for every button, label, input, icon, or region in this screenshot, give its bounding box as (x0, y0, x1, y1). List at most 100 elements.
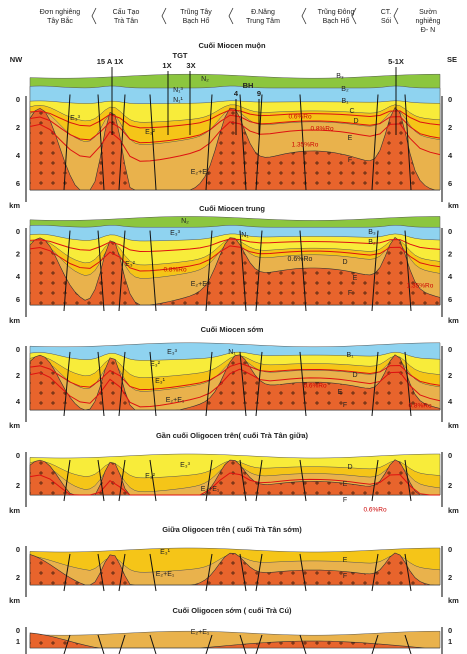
fault (255, 459, 263, 502)
depth-tick-label: 2 (16, 250, 20, 259)
fault (118, 459, 126, 502)
layer-label: E₃³ (167, 349, 178, 356)
fault (149, 94, 157, 191)
fault (299, 634, 307, 654)
depth-unit: km (448, 596, 459, 605)
layer-label: F (343, 402, 347, 409)
layer-label: E (348, 135, 353, 142)
region-label: nghiêng (416, 18, 441, 25)
layer-label: B₂ (368, 239, 376, 246)
ro-label: 1.35%Ro (292, 142, 319, 149)
layer-label: E₃³ (180, 462, 191, 469)
ro-label: 0.6%Ro (363, 507, 387, 514)
ro-label: 0.6%Ro (288, 114, 312, 121)
depth-tick-label: 0 (448, 545, 452, 554)
fault (239, 230, 247, 312)
depth-unit: km (9, 506, 20, 515)
region-label: Bạch Hổ (183, 17, 210, 25)
region-label: Đ.Năng (251, 9, 275, 16)
ro-label: 0.8%Ro (310, 126, 334, 133)
depth-unit: km (9, 316, 20, 325)
layer-label: N₁¹ (173, 97, 183, 104)
fault (97, 351, 105, 417)
depth-unit: km (448, 421, 459, 430)
depth-tick-label: 4 (16, 272, 21, 281)
fault (205, 634, 213, 654)
layer-label: E₂+E₁ (156, 571, 175, 578)
fault (149, 634, 157, 654)
region-label: Sườn (419, 9, 437, 16)
depth-tick-label: 0 (448, 227, 452, 236)
layer-label: B₃ (336, 73, 344, 80)
fault (404, 230, 412, 312)
region-label: Cấu Tạo (113, 7, 140, 16)
ro-label: 0.8%Ro (163, 267, 187, 274)
direction-label: NW (10, 55, 23, 64)
fault (239, 634, 247, 654)
fault (371, 230, 379, 312)
depth-unit: km (9, 596, 20, 605)
depth-tick-label: 2 (448, 371, 452, 380)
ro-line (29, 109, 441, 129)
fault (97, 230, 105, 312)
region-label: Trung Tâm (246, 18, 280, 25)
layer-label: E₂+E₁ (191, 169, 210, 176)
fault (371, 553, 379, 592)
panel-title: Cuối Miocen sớm (201, 325, 264, 334)
fault (149, 351, 157, 417)
layer-label: E₂+E₁ (191, 281, 210, 288)
depth-tick-label: 2 (448, 250, 452, 259)
bracket (301, 7, 307, 25)
depth-tick-label: 6 (448, 179, 452, 188)
layer-label: E₃¹ (160, 549, 171, 556)
fault (149, 553, 157, 592)
panel-title: Cuối Oligocen sớm ( cuối Trà Cú) (172, 606, 292, 615)
region-label: Tây Bắc (47, 16, 73, 25)
depth-tick-label: 2 (16, 573, 20, 582)
layer-label: E (343, 481, 348, 488)
ro-line (29, 472, 440, 496)
depth-unit: km (448, 201, 459, 210)
layer-label: E₃² (145, 129, 156, 136)
bracket (91, 7, 97, 25)
depth-unit: km (448, 506, 459, 515)
fault (149, 459, 157, 502)
layer-label: F (343, 497, 347, 504)
depth-tick-label: 6 (16, 295, 20, 304)
ro-label: 0.6%Ro (303, 383, 327, 390)
well-label: BH (243, 81, 254, 90)
layer-label: F (348, 157, 352, 164)
layer-label: D (347, 464, 352, 471)
fault (239, 351, 247, 417)
fault (299, 230, 307, 312)
bracket (228, 7, 234, 25)
layer-label: E₃³ (70, 115, 81, 122)
fault (299, 459, 307, 502)
basement (29, 459, 440, 496)
fault (63, 94, 71, 191)
depth-tick-label: 0 (16, 545, 20, 554)
bracket (393, 7, 399, 25)
layer-label: E₂+E₁ (201, 486, 220, 493)
fault (63, 634, 71, 654)
depth-tick-label: 0 (16, 451, 20, 460)
depth-unit: km (448, 316, 459, 325)
layer-label: N₂ (201, 76, 209, 83)
layer-label: D (342, 259, 347, 266)
fault (404, 553, 412, 592)
depth-tick-label: 4 (16, 151, 21, 160)
fault (255, 553, 263, 592)
depth-tick-label: 1 (448, 637, 452, 646)
ro-line (29, 121, 441, 162)
fault (63, 553, 71, 592)
panel-title: Cuối Miocen trung (199, 204, 265, 213)
region-label: Trũng Đông (318, 9, 355, 16)
depth-tick-label: 4 (448, 397, 453, 406)
fault (149, 230, 157, 312)
layer-label: E₃² (125, 261, 136, 268)
section-panel: Cuối Miocen muộn 0 2 4 6 km 0 2 4 6 km N₂ N₁³ N₁¹ B₃ B₂… (9, 41, 459, 210)
layer-label: B₃ (368, 229, 376, 236)
layer-label: E (353, 275, 358, 282)
layer-label: F (348, 290, 352, 297)
fault (118, 634, 126, 654)
